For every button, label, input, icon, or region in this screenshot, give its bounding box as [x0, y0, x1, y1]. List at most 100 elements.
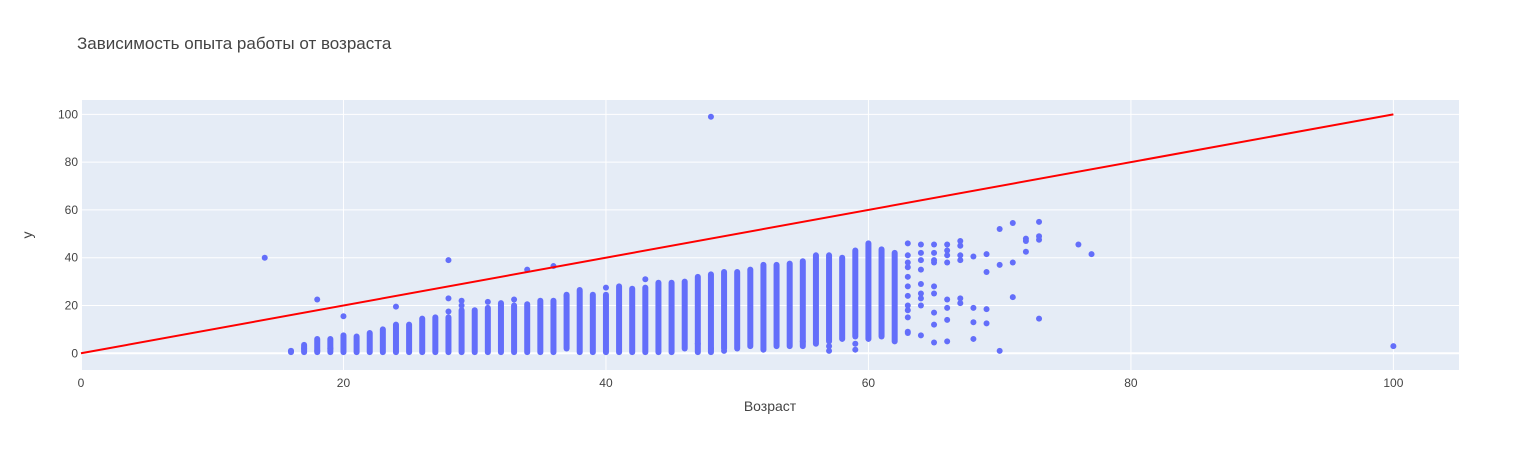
- data-point: [1036, 236, 1043, 243]
- point-column: [655, 279, 662, 356]
- x-tick-label: 100: [1383, 376, 1403, 390]
- line-series: [80, 113, 1394, 355]
- point-column: [340, 332, 347, 356]
- point-column: [589, 291, 596, 356]
- point-column: [419, 315, 426, 356]
- point-column: [537, 297, 544, 356]
- data-point: [904, 302, 911, 309]
- data-point: [957, 300, 964, 307]
- data-layer: [80, 113, 1397, 356]
- data-point: [826, 343, 833, 350]
- zero-line: [80, 100, 1459, 370]
- point-column: [511, 302, 518, 356]
- point-column: [458, 307, 465, 356]
- y-tick-label: 0: [71, 346, 78, 360]
- data-point: [1390, 343, 1397, 350]
- data-point: [917, 295, 924, 302]
- point-column: [865, 240, 872, 342]
- point-column: [852, 247, 859, 340]
- data-point: [957, 242, 964, 249]
- point-column: [694, 273, 701, 356]
- data-point: [931, 309, 938, 316]
- data-point: [957, 257, 964, 264]
- data-point: [970, 319, 977, 326]
- data-point: [931, 249, 938, 256]
- point-column: [524, 301, 531, 356]
- data-point: [445, 308, 452, 315]
- data-point: [1088, 251, 1095, 258]
- data-point: [287, 347, 294, 354]
- y-axis-title: y: [19, 232, 35, 239]
- point-column: [406, 321, 413, 356]
- data-point: [944, 304, 951, 311]
- point-column: [392, 321, 399, 356]
- data-point: [917, 290, 924, 297]
- x-tick-label: 40: [599, 376, 613, 390]
- data-point: [904, 259, 911, 266]
- data-point: [970, 304, 977, 311]
- point-column: [826, 252, 833, 345]
- data-point: [917, 241, 924, 248]
- point-column: [629, 285, 636, 356]
- data-point: [931, 321, 938, 328]
- point-column: [786, 260, 793, 350]
- data-point: [799, 338, 806, 345]
- data-point: [1009, 294, 1016, 301]
- data-point: [917, 280, 924, 287]
- data-point: [931, 283, 938, 290]
- point-column: [353, 333, 360, 356]
- point-column: [432, 314, 439, 356]
- point-column: [616, 283, 623, 356]
- data-point: [944, 247, 951, 254]
- point-column: [891, 249, 898, 345]
- data-point: [301, 345, 308, 352]
- point-column: [445, 314, 452, 356]
- point-column: [366, 329, 373, 356]
- data-point: [852, 340, 859, 347]
- grid: [81, 100, 1459, 370]
- point-column: [668, 279, 675, 356]
- point-column: [747, 266, 754, 350]
- data-point: [576, 286, 583, 293]
- data-point: [944, 259, 951, 266]
- data-point: [931, 339, 938, 346]
- point-column: [799, 258, 806, 350]
- point-column: [497, 300, 504, 356]
- data-point: [944, 252, 951, 259]
- data-point: [944, 296, 951, 303]
- point-column: [642, 284, 649, 356]
- reference-line: [80, 113, 1394, 355]
- data-point: [1036, 315, 1043, 322]
- y-tick-label: 20: [65, 298, 79, 312]
- point-column: [471, 307, 478, 356]
- data-point: [944, 338, 951, 345]
- data-point: [917, 249, 924, 256]
- data-point: [996, 261, 1003, 268]
- data-point: [983, 306, 990, 313]
- data-point: [1009, 220, 1016, 227]
- data-point: [707, 113, 714, 120]
- y-tick-label: 60: [65, 203, 79, 217]
- y-tick-label: 80: [65, 155, 79, 169]
- data-point: [931, 241, 938, 248]
- data-point: [392, 303, 399, 310]
- data-point: [694, 340, 701, 347]
- data-point: [1075, 241, 1082, 248]
- data-point: [904, 307, 911, 314]
- data-point: [983, 251, 990, 258]
- point-column: [839, 254, 846, 342]
- point-column: [773, 261, 780, 350]
- data-point: [917, 257, 924, 264]
- y-tick-label: 40: [65, 251, 79, 265]
- data-point: [642, 276, 649, 283]
- x-tick-label: 60: [862, 376, 876, 390]
- data-point: [904, 240, 911, 247]
- data-point: [931, 290, 938, 297]
- x-tick-label: 80: [1124, 376, 1138, 390]
- data-point: [957, 295, 964, 302]
- data-point: [826, 347, 833, 354]
- point-column: [734, 269, 741, 352]
- data-point: [944, 241, 951, 248]
